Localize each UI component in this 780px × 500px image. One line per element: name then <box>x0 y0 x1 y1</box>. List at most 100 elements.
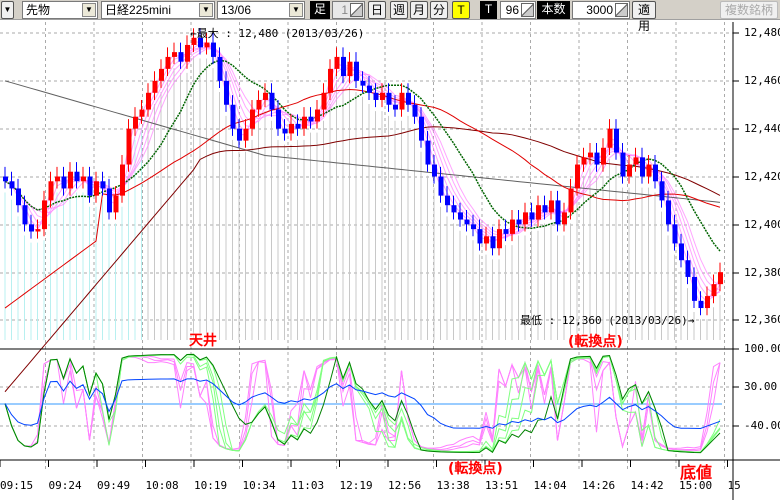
candle-body <box>347 61 353 77</box>
count-spinner[interactable]: 3000 <box>572 1 630 19</box>
candle-body <box>276 109 281 129</box>
price-tick-label: 12,360 <box>744 313 780 326</box>
candle-body <box>672 224 678 244</box>
symbol-select[interactable]: 日経225mini ▼ <box>101 1 215 19</box>
candle-body <box>289 123 294 134</box>
period-month-button[interactable]: 月 <box>410 1 428 19</box>
price-tick-label: 12,460 <box>744 74 780 87</box>
candle-body <box>685 260 691 277</box>
spinner-icon[interactable] <box>521 3 534 17</box>
candle-body <box>620 152 626 177</box>
contract-select[interactable]: 13/06 ▼ <box>217 1 305 19</box>
candle-body <box>568 188 574 213</box>
candle-body <box>562 212 567 225</box>
candle-body <box>100 181 106 189</box>
osc-tick-label: 100.00 <box>744 342 780 355</box>
osc-fast-line <box>4 356 721 450</box>
candle-body <box>198 37 203 48</box>
candle-body <box>133 116 138 129</box>
spinner-icon[interactable] <box>350 3 363 17</box>
count-value: 3000 <box>586 3 613 17</box>
candle-body <box>16 188 21 206</box>
candle-body <box>159 68 164 81</box>
candle-body <box>523 212 528 225</box>
annotation-bottom: 底値 <box>680 463 713 482</box>
candle-body <box>659 181 665 201</box>
market-select[interactable]: 先物 ▼ <box>22 1 98 19</box>
candle-body <box>698 300 704 309</box>
candle-body <box>3 176 8 182</box>
candle-body <box>191 37 197 45</box>
candle-body <box>302 116 307 129</box>
tick-spinner[interactable]: 96 <box>500 1 536 19</box>
candle-body <box>477 229 483 244</box>
candle-body <box>139 109 145 117</box>
candle-body <box>230 104 236 129</box>
time-tick-label: 14:04 <box>533 479 567 492</box>
chevron-down-icon[interactable]: ▼ <box>199 3 213 17</box>
chevron-down-icon[interactable]: ▼ <box>82 3 96 17</box>
candle-body <box>646 164 652 177</box>
osc-fast-line <box>4 355 721 452</box>
candle-body <box>328 68 333 93</box>
osc-tick-label: 30.00 <box>744 380 778 393</box>
market-value: 先物 <box>26 3 51 17</box>
candle-body <box>412 104 418 117</box>
time-tick-label: 09:49 <box>97 479 131 492</box>
chevron-down-icon[interactable]: ▼ <box>289 3 303 17</box>
candle-body <box>61 176 67 189</box>
candle-body <box>87 176 93 196</box>
candle-body <box>588 152 593 158</box>
bar-count-spinner[interactable]: 1 <box>332 1 365 19</box>
period-week-button[interactable]: 週 <box>390 1 408 19</box>
candle-body <box>393 104 398 110</box>
annotation-top: 天井 <box>189 333 217 349</box>
candle-body <box>386 92 392 105</box>
period-day-button[interactable]: 日 <box>368 1 386 19</box>
price-tick-label: 12,380 <box>744 266 780 279</box>
candle-body <box>224 80 229 105</box>
candle-body <box>146 92 151 110</box>
period-tick-button[interactable]: T <box>452 1 470 19</box>
time-tick-label: 12:19 <box>339 479 373 492</box>
candle-body <box>9 181 15 189</box>
candle-body <box>81 176 86 182</box>
time-tick-label: 15:00 <box>679 479 713 492</box>
candle-body <box>555 200 561 225</box>
candle-body <box>581 157 587 165</box>
candle-body <box>172 52 177 57</box>
candle-body <box>490 236 496 249</box>
candle-body <box>107 188 112 213</box>
long-ma-line <box>4 126 721 393</box>
candle-body <box>640 157 645 177</box>
symbol-value: 日経225mini <box>105 3 172 17</box>
time-tick-label: 14:26 <box>582 479 616 492</box>
candle-body <box>243 128 249 141</box>
spinner-icon[interactable] <box>615 3 628 17</box>
candle-body <box>666 200 671 225</box>
time-tick-label: 10:34 <box>242 479 276 492</box>
candle-body <box>360 80 366 86</box>
candle-body <box>94 181 99 196</box>
candle-body <box>354 61 359 81</box>
time-tick-label: 09:15 <box>0 479 34 492</box>
osc-fast-line <box>4 355 721 451</box>
time-tick-label: 14:42 <box>630 479 664 492</box>
candle-body <box>315 109 320 122</box>
time-tick-label: 11:03 <box>291 479 325 492</box>
period-minute-button[interactable]: 分 <box>430 1 448 19</box>
candle-body <box>282 128 288 134</box>
osc-long-line <box>4 378 721 429</box>
candle-body <box>510 219 515 234</box>
multi-symbol-button[interactable]: 複数銘柄 <box>720 1 778 19</box>
candle-body <box>42 200 47 230</box>
candle-body <box>614 128 619 153</box>
annotation-turning-point: (転換点) <box>568 334 623 350</box>
candle-body <box>367 85 372 93</box>
candle-body <box>308 116 314 122</box>
apply-button[interactable]: 適用 <box>632 1 656 33</box>
candle-body <box>120 164 125 196</box>
candle-body <box>471 224 476 230</box>
menu-dropdown-button[interactable]: ▼ <box>1 1 14 19</box>
